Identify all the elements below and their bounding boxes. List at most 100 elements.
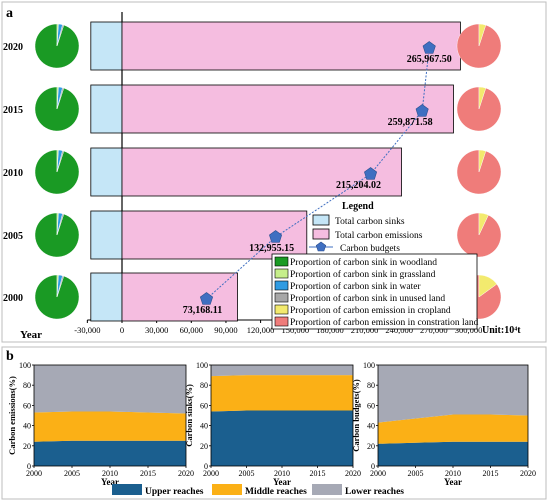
x-tick-label: 2010 (445, 469, 461, 478)
x-tick-label: 30,000 (145, 325, 168, 335)
legend-swatch-middle (212, 484, 242, 495)
legend-label: Proportion of carbon sink in woodland (290, 257, 437, 268)
emission-bar (121, 84, 454, 134)
legend-swatch-pie (274, 256, 289, 267)
y-tick-label: 40 (367, 422, 375, 431)
area-middle-reaches (211, 375, 353, 412)
budget-value-label: 73,168.11 (183, 305, 222, 316)
area-lower-reaches (378, 365, 528, 423)
legend-swatch-pie (274, 280, 289, 291)
legend-swatch-upper (112, 484, 142, 495)
area-middle-reaches (34, 411, 186, 442)
emission-pie-slice (478, 149, 487, 173)
y-tick-label: 40 (200, 422, 208, 431)
sink-bar (90, 147, 123, 197)
y-tick-label: 100 (19, 361, 31, 370)
y-tick-label: 0 (204, 462, 208, 471)
y-tick-label: 100 (363, 361, 375, 370)
area-upper-reaches (378, 441, 528, 466)
budget-point (415, 104, 429, 117)
y-tick-label: 60 (23, 401, 31, 410)
legend-label: Total carbon sinks (335, 217, 405, 227)
x-tick-label: 2000 (203, 469, 219, 478)
x-tick-label: 150,000 (281, 325, 309, 335)
y-tick-label: 80 (367, 381, 375, 390)
x-tick-label: 2010 (274, 469, 290, 478)
x-tick-label: 240,000 (385, 325, 413, 335)
legend-swatch-pie (274, 292, 289, 303)
x-tick-label: 270,000 (420, 325, 448, 335)
legend-label: Lower reaches (345, 487, 404, 497)
sink-bar (90, 21, 123, 71)
area-upper-reaches (211, 410, 353, 466)
area-upper-reaches (34, 440, 186, 466)
legend-label: Proportion of carbon sink in grassland (290, 269, 436, 280)
panel-a-year-label: Year (20, 329, 42, 341)
legend-label: Total carbon emissions (335, 231, 423, 241)
x-tick-label: 2000 (370, 469, 386, 478)
legend-swatch-sinks (312, 214, 330, 226)
legend-swatch-lower (312, 484, 342, 495)
y-tick-label: 40 (23, 422, 31, 431)
unit-label: Unit:10⁴t (482, 325, 521, 336)
y-tick-label: 60 (200, 401, 208, 410)
legend-label: Proportion of carbon emission in constra… (290, 317, 479, 328)
legend-swatch-emissions (312, 228, 330, 240)
budget-point (269, 230, 283, 243)
emission-pie-slice (478, 212, 489, 236)
panel-a-label: a (6, 6, 13, 21)
year-label: 2005 (3, 231, 23, 242)
x-tick-label: 120,000 (247, 325, 275, 335)
sink-pie-slice (56, 86, 59, 110)
x-tick-label: 2015 (310, 469, 326, 478)
area-middle-reaches (378, 414, 528, 444)
y-axis-label: Carbon budgets(%) (351, 379, 361, 452)
emission-pie-slice (478, 23, 487, 47)
x-tick-label: 300,000 (455, 325, 483, 335)
area-lower-reaches (211, 365, 353, 377)
year-label: 2000 (3, 293, 23, 304)
x-axis-label: Year (273, 477, 291, 487)
x-axis-label: Year (444, 477, 462, 487)
x-tick-label: 2015 (483, 469, 499, 478)
x-tick-label: 180,000 (316, 325, 344, 335)
panel-b-plots: 0 20 40 60 80 100 2000 2005 2010 2015 2020 Year Carb… (7, 361, 536, 487)
sink-pie-slice (56, 212, 59, 236)
x-tick-label: 210,000 (351, 325, 379, 335)
x-tick-label: 2005 (408, 469, 424, 478)
legend-swatch-pie (274, 268, 289, 279)
sink-bar (90, 84, 123, 134)
legend-label: Proportion of carbon sink in water (290, 281, 421, 292)
sink-pie-slice (56, 274, 59, 298)
x-tick-label: 2005 (239, 469, 255, 478)
legend-label: Proportion of carbon emission in croplan… (290, 305, 451, 316)
budget-value-label: 265,967.50 (407, 54, 452, 65)
panel-b-label: b (6, 349, 14, 364)
y-tick-label: 0 (371, 462, 375, 471)
sink-pie-slice (56, 23, 59, 47)
panel-b-legend: Upper reaches Middle reaches Lower reaches (112, 484, 404, 497)
area-lower-reaches (34, 365, 186, 414)
budget-point (422, 41, 436, 54)
y-tick-label: 80 (200, 381, 208, 390)
budget-value-label: 259,871.58 (388, 117, 433, 128)
emission-pie-slice (478, 274, 498, 298)
emission-pie-slice (478, 86, 487, 110)
y-tick-label: 20 (200, 442, 208, 451)
year-label: 2010 (3, 168, 23, 179)
x-tick-label: -30,000 (74, 325, 100, 335)
y-tick-label: 0 (27, 462, 31, 471)
sink-bar (90, 272, 123, 322)
x-tick-label: 2020 (178, 469, 194, 478)
legend-title: Legend (342, 201, 374, 212)
budget-value-label: 132,955.15 (249, 243, 294, 254)
y-tick-label: 80 (23, 381, 31, 390)
year-label: 2015 (3, 105, 23, 116)
panel-a-legend: Legend Total carbon sinks Total carbon em… (271, 201, 479, 330)
budget-point (364, 167, 378, 180)
legend-swatch-pie (274, 304, 289, 315)
emission-bar (121, 147, 402, 197)
x-tick-label: 2010 (102, 469, 118, 478)
x-tick-label: 2000 (26, 469, 42, 478)
